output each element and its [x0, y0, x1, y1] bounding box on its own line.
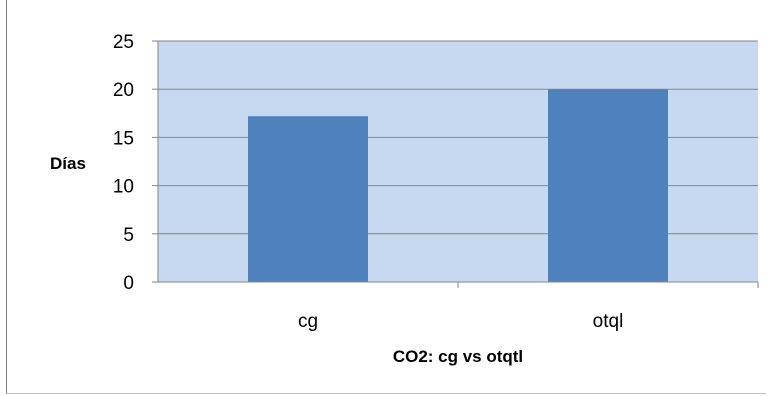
y-tick-label: 10 [113, 177, 134, 198]
y-axis-title: Días [50, 154, 86, 173]
x-tick-labels: cg otql [298, 311, 623, 332]
chart-frame [6, 0, 766, 394]
axes [152, 40, 759, 288]
bar-otql [548, 89, 668, 282]
y-tick-label: 25 [113, 32, 134, 53]
bars [248, 89, 668, 282]
x-tick-label: cg [298, 311, 318, 332]
x-tick-label: otql [593, 311, 624, 332]
bar-cg [248, 116, 368, 282]
y-tick-label: 15 [113, 128, 134, 149]
y-tick-label: 20 [113, 80, 134, 101]
x-axis-title: CO2: cg vs otqtl [393, 347, 523, 366]
y-tick-labels: 0 5 10 15 20 25 [113, 32, 134, 294]
y-tick-label: 5 [123, 225, 134, 246]
y-tick-label: 0 [123, 273, 134, 294]
